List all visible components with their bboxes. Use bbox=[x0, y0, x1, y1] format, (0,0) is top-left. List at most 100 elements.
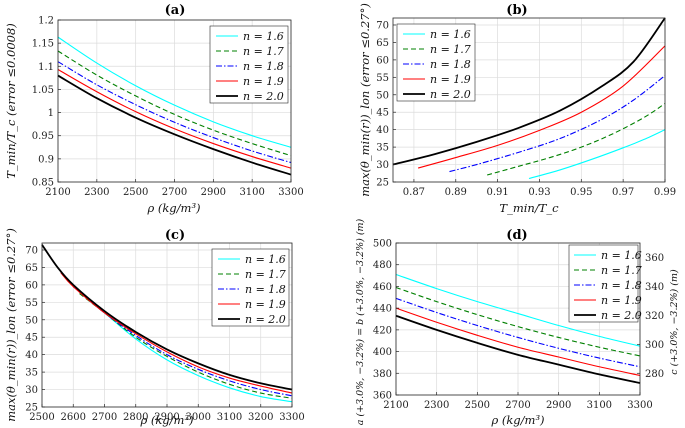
y-tick-label: 55 bbox=[376, 73, 389, 84]
series-line bbox=[57, 61, 292, 164]
y-tick-label: 1.2 bbox=[38, 16, 54, 27]
x-tick-label: 3000 bbox=[186, 412, 211, 423]
legend-label: n = 1.7 bbox=[430, 43, 471, 56]
series-line bbox=[395, 286, 641, 357]
legend-label: n = 1.8 bbox=[245, 283, 286, 296]
series-line bbox=[395, 273, 641, 347]
y-right-tick-label: 360 bbox=[645, 253, 664, 264]
x-tick-label: 2900 bbox=[201, 187, 226, 198]
y-tick-label: 35 bbox=[25, 368, 38, 379]
y-right-tick-label: 300 bbox=[645, 340, 664, 351]
x-tick-label: 0.87 bbox=[403, 187, 425, 198]
x-tick-label: 0.95 bbox=[570, 187, 592, 198]
x-tick-label: 2900 bbox=[546, 400, 571, 411]
series-line bbox=[392, 17, 666, 166]
x-tick-label: 2600 bbox=[61, 412, 86, 423]
y-tick-label: 440 bbox=[373, 304, 392, 315]
x-tick-label: 0.93 bbox=[528, 187, 550, 198]
legend: n = 1.6 n = 1.7 n = 1.8 n = 1.9 n = 2.0 bbox=[211, 248, 290, 327]
y-tick-label: 0.85 bbox=[32, 178, 54, 189]
panel-title: (d) bbox=[506, 228, 527, 243]
y-right-tick-label: 320 bbox=[645, 311, 664, 322]
y-tick-label: 40 bbox=[25, 350, 38, 361]
y-tick-label: 25 bbox=[25, 403, 38, 414]
legend-label: n = 2.0 bbox=[601, 309, 642, 322]
y-tick-label: 55 bbox=[25, 298, 38, 309]
y-tick-label: 60 bbox=[376, 55, 389, 66]
y-tick-label: 60 bbox=[25, 280, 38, 291]
x-tick-label: 2700 bbox=[162, 187, 187, 198]
legend: n = 1.6 n = 1.7 n = 1.8 n = 1.9 n = 2.0 bbox=[396, 23, 476, 102]
x-tick-label: 2800 bbox=[123, 412, 148, 423]
series-line bbox=[395, 307, 641, 376]
legend-label: n = 1.9 bbox=[243, 75, 284, 88]
x-tick-label: 2300 bbox=[84, 187, 109, 198]
series-line bbox=[449, 75, 666, 173]
y-tick-label: 45 bbox=[25, 333, 38, 344]
legend-label: n = 1.6 bbox=[430, 28, 471, 41]
x-tick-label: 2100 bbox=[45, 187, 70, 198]
panel-title: (a) bbox=[165, 3, 186, 18]
y-tick-label: 1.1 bbox=[38, 62, 54, 73]
y-tick-label: 70 bbox=[376, 20, 389, 31]
x-tick-label: 2500 bbox=[123, 187, 148, 198]
x-tick-label: 3100 bbox=[217, 412, 242, 423]
x-axis-label: T_min/T_c bbox=[499, 201, 559, 215]
y-tick-label: 1.15 bbox=[32, 39, 54, 50]
panel-title: (b) bbox=[506, 3, 527, 18]
y-axis-right-label: c (+3.0%, −3.2%) (m) bbox=[669, 269, 680, 375]
series-line bbox=[395, 314, 641, 384]
legend: n = 1.6 n = 1.7 n = 1.8 n = 1.9 n = 2.0 bbox=[209, 25, 289, 104]
y-tick-label: 30 bbox=[25, 385, 38, 396]
y-axis-label: max(θ_min(r))_lon (error ≤0.27°) bbox=[358, 3, 372, 197]
y-tick-label: 380 bbox=[373, 369, 392, 380]
y-axis-label: T_min/T_c (error ≤0.0008) bbox=[4, 23, 18, 179]
x-tick-label: 2500 bbox=[465, 400, 490, 411]
y-tick-label: 35 bbox=[376, 143, 389, 154]
panel-d: (d) 2100 2300 2500 2700 2900 3100 3300 360 380 4… bbox=[355, 218, 680, 427]
x-tick-label: 3300 bbox=[627, 400, 652, 411]
y-tick-label: 40 bbox=[376, 125, 389, 136]
panel-title: (c) bbox=[165, 228, 185, 243]
legend-label: n = 1.9 bbox=[430, 73, 471, 86]
y-tick-label: 30 bbox=[376, 160, 389, 171]
x-tick-label: 2300 bbox=[424, 400, 449, 411]
legend-label: n = 1.6 bbox=[243, 30, 284, 43]
x-tick-label: 3200 bbox=[248, 412, 273, 423]
legend-label: n = 1.6 bbox=[601, 249, 642, 262]
x-tick-label: 0.91 bbox=[486, 187, 508, 198]
series-line bbox=[528, 129, 666, 180]
x-tick-label: 0.99 bbox=[654, 187, 676, 198]
y-tick-label: 50 bbox=[25, 315, 38, 326]
x-tick-label: 2100 bbox=[383, 400, 408, 411]
legend-label: n = 2.0 bbox=[243, 90, 284, 103]
y-tick-label: 480 bbox=[373, 260, 392, 271]
series-line bbox=[57, 50, 292, 157]
legend-label: n = 1.7 bbox=[243, 45, 284, 58]
plot-frame bbox=[392, 17, 666, 183]
legend-label: n = 2.0 bbox=[430, 88, 471, 101]
series-line bbox=[57, 74, 292, 176]
y-tick-label: 360 bbox=[373, 391, 392, 402]
x-axis-label: ρ (kg/m³) bbox=[146, 201, 200, 215]
legend-label: n = 2.0 bbox=[245, 313, 286, 326]
y-right-tick-label: 340 bbox=[645, 282, 664, 293]
series-line bbox=[60, 272, 293, 394]
x-tick-label: 2700 bbox=[92, 412, 117, 423]
panel-b: (b) 0.87 0.89 0.91 0.93 0.95 0.97 0.99 25 30 35 4… bbox=[358, 3, 676, 215]
y-tick-label: 25 bbox=[376, 178, 389, 189]
y-axis-label: a (+3.0%, −3.2%) = b (+3.0%, −3.2%) (m) bbox=[355, 218, 366, 425]
x-axis-label: ρ (kg/m³) bbox=[139, 413, 193, 427]
legend-label: n = 1.8 bbox=[601, 279, 642, 292]
series-line bbox=[57, 69, 292, 169]
x-tick-label: 0.97 bbox=[612, 187, 634, 198]
y-tick-label: 1 bbox=[48, 108, 54, 119]
series-line bbox=[487, 103, 666, 176]
x-tick-label: 2700 bbox=[505, 400, 530, 411]
series-line bbox=[417, 45, 666, 169]
y-tick-label: 45 bbox=[376, 108, 389, 119]
y-tick-label: 400 bbox=[373, 347, 392, 358]
y-tick-label: 420 bbox=[373, 325, 392, 336]
y-tick-label: 1.05 bbox=[32, 85, 54, 96]
